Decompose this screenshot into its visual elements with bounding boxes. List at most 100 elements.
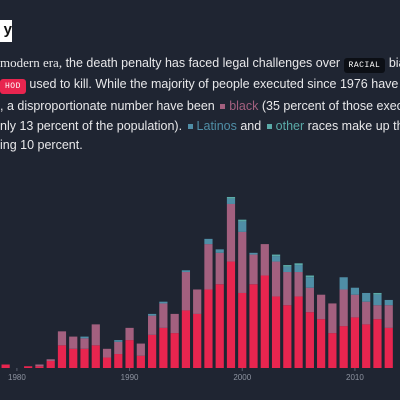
legend-label: black [229,99,259,113]
legend-swatch [187,123,193,129]
bar-segment [125,327,134,341]
bar-segment [24,366,33,368]
bar-segment [305,312,314,368]
bar-segment [69,348,78,368]
bar-segment [226,261,236,368]
text: races make up the [304,119,400,133]
bar-segment [181,310,191,368]
bar-segment [193,313,202,368]
bar-segment [114,354,123,368]
bar-segment [80,338,89,349]
bar-segment [238,231,247,293]
bar-segment [148,334,157,368]
bar-segment [170,333,179,368]
bar-segment [226,198,236,204]
bar-segment [69,336,78,349]
bar-segment [294,263,303,266]
x-tick-label: 1980 [8,373,26,382]
legend-swatch [220,103,226,109]
text: bias as [388,56,400,70]
bar-segment [57,345,67,368]
bar-segment [125,340,134,368]
bar-segment [283,305,292,368]
text: used to kill. While the majority of peop… [25,77,400,91]
bar-segment [350,287,360,295]
bar-segment [294,265,303,273]
bar-segment [271,261,281,297]
bar-segment [91,345,100,368]
text: the death penalty has faced legal challe… [62,56,344,70]
bar-segment [339,289,348,327]
bar-segment [328,303,337,334]
bar-segment [328,333,337,368]
bar-segment [339,326,348,368]
bar-segment [148,313,157,316]
bar-segment [80,348,89,368]
bar-segment [350,294,360,318]
bar-segment [204,244,213,290]
bar-segment [305,277,314,288]
bar-segment [260,244,269,276]
bar-segment [317,294,326,320]
bar-segment [159,301,168,304]
bar-segment [283,266,292,273]
bar-segment [114,340,123,342]
bar-segment [80,336,89,339]
legend-label: Latinos [196,119,237,133]
title: y [0,20,12,42]
bar-segment [283,272,292,306]
bar-segment [148,315,157,335]
badge: RACIAL [343,58,386,73]
bar-segment [46,361,55,368]
bar-segment [91,324,100,346]
bar-segment [317,319,326,368]
bar-segment [215,284,224,368]
text-line: nly 13 percent of the population). Latin… [0,116,400,136]
legend-swatch [266,123,272,129]
bar-segment [226,203,236,262]
bar-segment [294,296,303,368]
bar-segment [271,256,281,262]
bar-segment [114,341,123,355]
bar-segment [362,301,371,325]
bar-segment [136,343,145,356]
bar-segment [238,219,247,222]
bar-segment [46,359,55,362]
bar-segment [305,287,314,313]
bar-segment [136,355,145,368]
bar-segment [271,296,281,368]
bar-segment [283,265,292,267]
text: ing 10 percent. [0,138,83,152]
bar-segment [249,254,258,285]
bar-segment [57,331,67,346]
bar-segment [238,292,247,368]
bar-segment [373,305,382,320]
text-line: modern era, the death penalty has faced … [0,53,400,73]
bar-segment [350,317,360,368]
bar-segment [373,294,382,306]
bar-segment [362,292,371,302]
bar-segment [170,313,179,334]
text-line: HOD used to kill. While the majority of … [0,74,400,94]
legend-label: other [275,119,305,133]
bar-segment [249,252,258,255]
bar-segment [294,272,303,297]
bar-segment [159,327,168,368]
bar-segment [373,292,382,295]
bar-segment [260,275,269,368]
paragraph: modern era, the death penalty has faced … [0,50,400,190]
bar-segment [181,272,191,311]
x-tick-label: 2010 [346,373,364,382]
x-tick-label: 2000 [233,373,251,382]
bar-segment [215,252,224,285]
text: modern era, [0,55,63,70]
text: (35 percent of those execute [261,99,400,113]
bar-segment [339,277,348,290]
text-line: , a disproportionate number have been bl… [0,96,400,116]
bar-segment [35,364,44,367]
bar-segment [1,364,10,368]
bar-segment [226,196,236,199]
bar-segment [204,289,213,368]
